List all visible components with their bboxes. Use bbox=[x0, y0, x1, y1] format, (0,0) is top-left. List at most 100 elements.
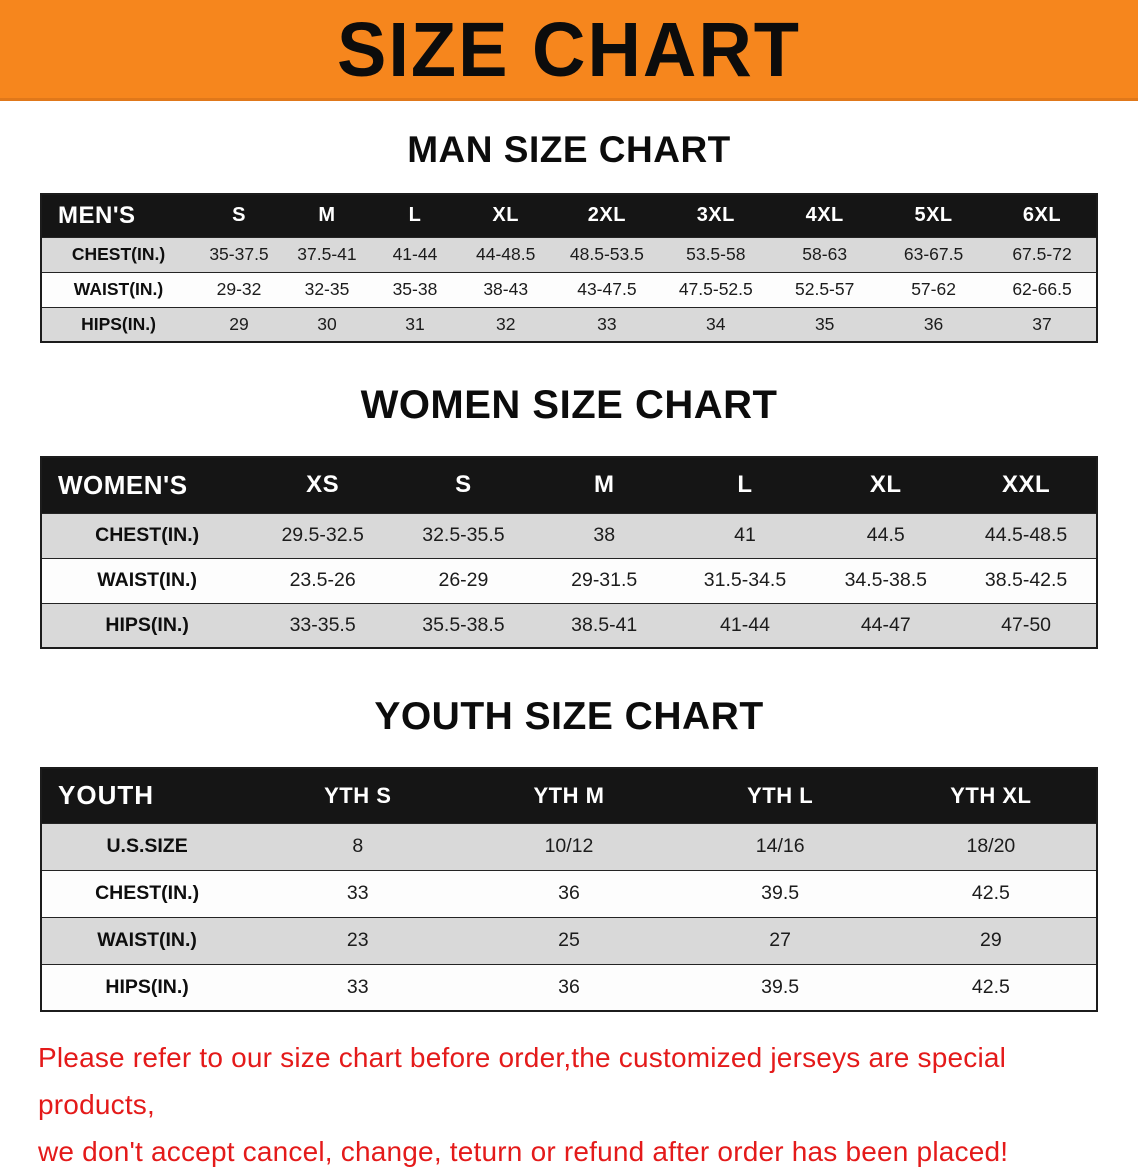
measurement-value-cell: 10/12 bbox=[544, 835, 594, 857]
measurement-value-cell: 18/20 bbox=[966, 835, 1016, 857]
size-column-header-cell: M bbox=[533, 457, 675, 513]
size-column-header-cell: 5XL bbox=[879, 194, 989, 237]
size-column-header-cell: YTH XL bbox=[885, 768, 1097, 823]
measurement-value-cell: 33 bbox=[597, 313, 617, 334]
men-size-table: MEN'S S M L XL 2XL 3XL 4XL 5XL 6XL CHEST(IN.) 35-37… bbox=[40, 193, 1098, 343]
size-column-header-cell: M bbox=[282, 194, 371, 237]
measurement-value-cell: 36 bbox=[558, 975, 580, 998]
measurement-value-cell: 29 bbox=[980, 929, 1002, 951]
measurement-label-cell: HIPS(IN.) bbox=[81, 313, 156, 334]
size-column-header-cell: 3XL bbox=[661, 194, 771, 237]
women-section-heading: WOMEN SIZE CHART bbox=[360, 383, 778, 427]
measurement-value-cell: 44-48.5 bbox=[476, 244, 536, 264]
youth-size-section: YOUTH SIZE CHART YOUTH YTH S YTH M YTH L YTH… bbox=[0, 695, 1138, 1012]
measurement-value-cell: 41-44 bbox=[720, 613, 770, 636]
size-column-header-cell: YTH S bbox=[252, 768, 464, 823]
measurement-value-cell: 37.5-41 bbox=[297, 244, 357, 264]
measurement-value-cell: 41 bbox=[734, 524, 756, 546]
measurement-value-cell: 48.5-53.5 bbox=[569, 244, 644, 264]
measurement-value-cell: 32 bbox=[495, 313, 516, 334]
measurement-value-cell: 34 bbox=[706, 313, 726, 334]
measurement-value-cell: 38 bbox=[593, 524, 616, 546]
measurement-value-cell: 35-38 bbox=[392, 279, 438, 299]
measurement-value-cell: 33 bbox=[346, 975, 369, 998]
women-size-section: WOMEN SIZE CHART WOMEN'S XS S M L XL XXL CHEST(… bbox=[0, 383, 1138, 649]
measurement-value-cell: 53.5-58 bbox=[686, 244, 746, 264]
measurement-value-cell: 33-35.5 bbox=[289, 613, 356, 636]
measurement-value-cell: 37 bbox=[1032, 313, 1052, 334]
table-row: WAIST(IN.) 23.5-26 26-29 29-31.5 31.5-34.5 34… bbox=[41, 558, 1097, 603]
measurement-value-cell: 44-47 bbox=[860, 613, 911, 636]
page-title: SIZE CHART bbox=[337, 5, 801, 93]
measurement-value-cell: 23 bbox=[346, 929, 369, 951]
measurement-value-cell: 34.5-38.5 bbox=[844, 569, 927, 591]
size-column-header-cell: S bbox=[195, 194, 283, 237]
measurement-label-cell: CHEST(IN.) bbox=[95, 524, 200, 546]
measurement-value-cell: 62-66.5 bbox=[1012, 279, 1072, 299]
men-section-heading: MAN SIZE CHART bbox=[407, 129, 731, 170]
measurement-value-cell: 39.5 bbox=[761, 975, 800, 998]
measurement-value-cell: 42.5 bbox=[971, 882, 1010, 904]
measurement-label-cell: WAIST(IN.) bbox=[97, 929, 197, 951]
measurement-value-cell: 23.5-26 bbox=[289, 569, 356, 591]
measurement-value-cell: 32.5-35.5 bbox=[422, 524, 505, 546]
size-column-header-cell: L bbox=[370, 194, 459, 237]
measurement-value-cell: 47.5-52.5 bbox=[678, 279, 753, 299]
youth-section-heading: YOUTH SIZE CHART bbox=[374, 695, 764, 738]
measurement-value-cell: 35.5-38.5 bbox=[422, 613, 505, 636]
table-row: HIPS(IN.) 33-35.5 35.5-38.5 38.5-41 41-44 44-… bbox=[41, 603, 1097, 648]
measurement-value-cell: 35 bbox=[814, 313, 835, 334]
size-column-header-cell: 2XL bbox=[552, 194, 662, 237]
table-row: HIPS(IN.) 29 30 31 32 33 34 35 36 37 bbox=[41, 307, 1097, 342]
size-chart-banner: SIZE CHART bbox=[0, 0, 1138, 101]
measurement-label-cell: WAIST(IN.) bbox=[73, 279, 164, 299]
table-row: U.S.SIZE 8 10/12 14/16 18/20 bbox=[41, 823, 1097, 870]
table-header-row: WOMEN'S XS S M L XL XXL bbox=[41, 457, 1097, 513]
measurement-value-cell: 52.5-57 bbox=[795, 279, 855, 299]
measurement-label-cell: U.S.SIZE bbox=[106, 835, 188, 857]
measurement-value-cell: 47-50 bbox=[1001, 613, 1052, 636]
measurement-value-cell: 30 bbox=[317, 313, 337, 334]
table-title-cell: WOMEN'S bbox=[41, 457, 253, 513]
measurement-value-cell: 27 bbox=[769, 929, 791, 951]
measurement-label-cell: HIPS(IN.) bbox=[105, 613, 189, 636]
measurement-value-cell: 44.5 bbox=[866, 524, 905, 546]
table-row: CHEST(IN.) 35-37.5 37.5-41 41-44 44-48.5 48.5… bbox=[41, 237, 1097, 272]
measurement-value-cell: 29-31.5 bbox=[571, 569, 638, 591]
men-size-section: MAN SIZE CHART MEN'S S M L XL 2XL 3XL 4XL 5XL 6XL… bbox=[0, 129, 1138, 343]
measurement-value-cell: 31 bbox=[405, 313, 425, 334]
measurement-label-cell: HIPS(IN.) bbox=[105, 975, 189, 998]
measurement-value-cell: 33 bbox=[346, 882, 369, 904]
disclaimer: Please refer to our size chart before or… bbox=[38, 1034, 1100, 1175]
measurement-value-cell: 32-35 bbox=[304, 279, 350, 299]
table-row: WAIST(IN.) 23 25 27 29 bbox=[41, 917, 1097, 964]
size-column-header-cell: YTH L bbox=[674, 768, 886, 823]
measurement-value-cell: 35-37.5 bbox=[209, 244, 269, 264]
size-column-header-cell: YTH M bbox=[463, 768, 675, 823]
measurement-value-cell: 39.5 bbox=[761, 882, 800, 904]
size-column-header-cell: XXL bbox=[956, 457, 1097, 513]
disclaimer-line-2: we don't accept cancel, change, teturn o… bbox=[38, 1136, 1009, 1167]
measurement-value-cell: 25 bbox=[558, 929, 580, 951]
table-header-row: YOUTH YTH S YTH M YTH L YTH XL bbox=[41, 768, 1097, 823]
size-column-header-cell: XL bbox=[815, 457, 957, 513]
table-header-row: MEN'S S M L XL 2XL 3XL 4XL 5XL 6XL bbox=[41, 194, 1097, 237]
measurement-value-cell: 8 bbox=[352, 835, 364, 857]
measurement-value-cell: 14/16 bbox=[755, 835, 805, 857]
measurement-label-cell: CHEST(IN.) bbox=[71, 244, 166, 264]
measurement-value-cell: 42.5 bbox=[971, 975, 1010, 998]
measurement-value-cell: 36 bbox=[558, 882, 580, 904]
size-column-header-cell: 6XL bbox=[988, 194, 1097, 237]
measurement-value-cell: 43-47.5 bbox=[577, 279, 637, 299]
size-column-header-cell: L bbox=[674, 457, 816, 513]
measurement-value-cell: 29 bbox=[229, 313, 249, 334]
disclaimer-line-1: Please refer to our size chart before or… bbox=[38, 1042, 1007, 1120]
measurement-label-cell: WAIST(IN.) bbox=[97, 569, 197, 591]
size-column-header-cell: XS bbox=[252, 457, 394, 513]
table-title-cell: MEN'S bbox=[41, 194, 195, 237]
table-row: CHEST(IN.) 33 36 39.5 42.5 bbox=[41, 870, 1097, 917]
size-column-header-cell: XL bbox=[458, 194, 553, 237]
measurement-value-cell: 58-63 bbox=[802, 244, 848, 264]
measurement-value-cell: 31.5-34.5 bbox=[703, 569, 787, 591]
table-row: CHEST(IN.) 29.5-32.5 32.5-35.5 38 41 44.5 44.5… bbox=[41, 513, 1097, 558]
